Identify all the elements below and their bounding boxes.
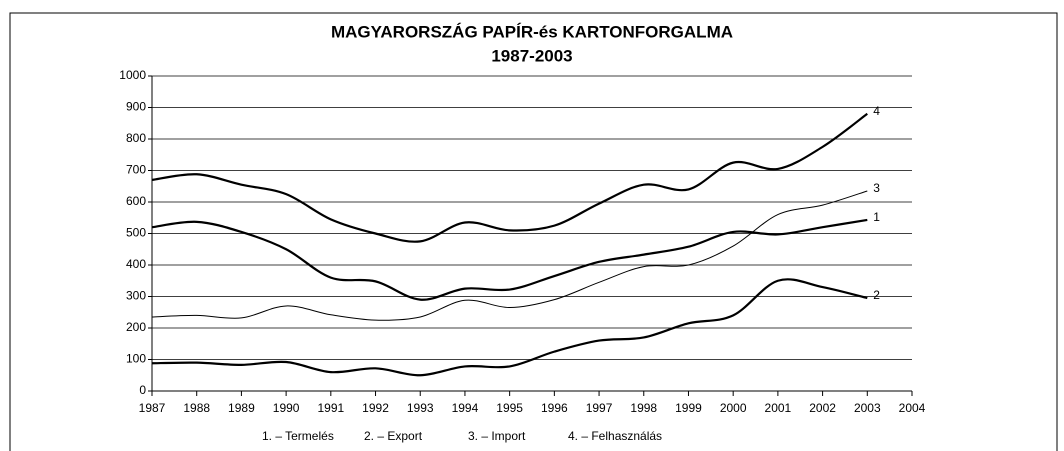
- x-tick-label: 1994: [452, 401, 479, 415]
- y-tick-label: 300: [126, 289, 146, 303]
- x-tick-label: 1998: [630, 401, 657, 415]
- series-line: [151, 190, 868, 321]
- legend-entry: 2. – Export: [364, 429, 423, 443]
- x-tick-label: 2001: [765, 401, 792, 415]
- x-tick-label: 1995: [496, 401, 523, 415]
- legend-entry: 4. – Felhasználás: [568, 429, 662, 443]
- x-tick-label: 1989: [228, 401, 255, 415]
- x-tick-label: 2003: [854, 401, 881, 415]
- x-tick-label: 1992: [362, 401, 389, 415]
- x-tick-label: 1997: [586, 401, 613, 415]
- legend-entry: 1. – Termelés: [262, 429, 334, 443]
- y-tick-label: 200: [126, 320, 146, 334]
- x-tick-label: 2004: [899, 401, 926, 415]
- chart-title: MAGYARORSZÁG PAPÍR-és KARTONFORGALMA: [331, 22, 733, 41]
- series-end-label: 4: [873, 104, 880, 118]
- x-tick-label: 2002: [809, 401, 836, 415]
- x-tick-label: 1987: [139, 401, 166, 415]
- y-tick-label: 700: [126, 163, 146, 177]
- y-tick-label: 400: [126, 257, 146, 271]
- x-tick-label: 1999: [675, 401, 702, 415]
- x-tick-label: 1991: [317, 401, 344, 415]
- series-end-label: 3: [873, 181, 880, 195]
- y-tick-label: 800: [126, 131, 146, 145]
- x-tick-label: 1988: [183, 401, 210, 415]
- y-tick-label: 900: [126, 100, 146, 114]
- y-tick-label: 1000: [119, 68, 146, 82]
- series-line: [151, 278, 868, 377]
- y-tick-label: 600: [126, 194, 146, 208]
- series-end-label: 2: [873, 288, 880, 302]
- x-tick-label: 1993: [407, 401, 434, 415]
- series-line: [151, 218, 868, 301]
- y-tick-label: 0: [139, 383, 146, 397]
- series-line: [151, 112, 868, 243]
- chart-subtitle: 1987-2003: [491, 46, 572, 65]
- x-tick-label: 1990: [273, 401, 300, 415]
- legend-entry: 3. – Import: [468, 429, 526, 443]
- series-end-label: 1: [873, 210, 880, 224]
- x-tick-label: 2000: [720, 401, 747, 415]
- y-tick-label: 500: [126, 226, 146, 240]
- x-tick-label: 1996: [541, 401, 568, 415]
- y-tick-label: 100: [126, 352, 146, 366]
- frame: [9, 12, 1058, 451]
